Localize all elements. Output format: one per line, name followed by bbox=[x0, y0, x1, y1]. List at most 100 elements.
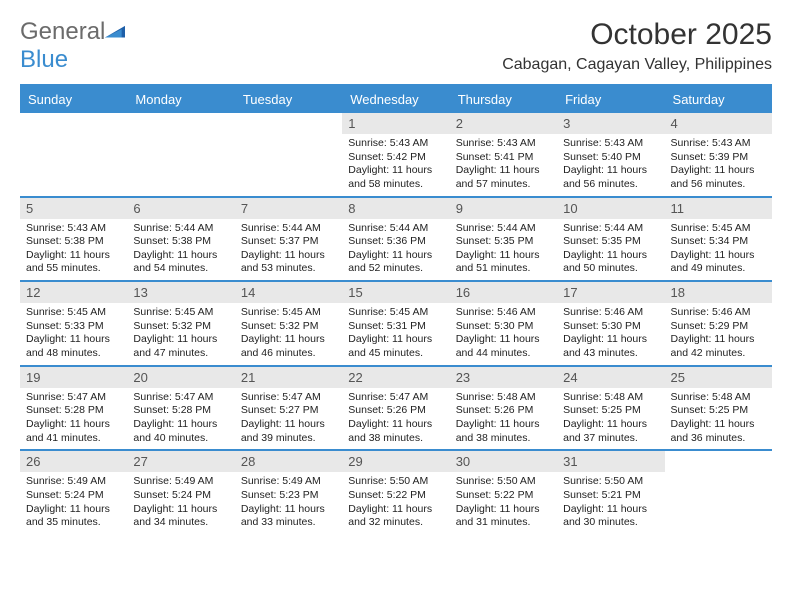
day-number: 29 bbox=[342, 451, 449, 472]
weeks-container: 1Sunrise: 5:43 AMSunset: 5:42 PMDaylight… bbox=[20, 113, 772, 534]
day-number: 9 bbox=[450, 198, 557, 219]
day-number: 26 bbox=[20, 451, 127, 472]
daylight-line: Daylight: 11 hours and 45 minutes. bbox=[348, 333, 443, 360]
day-body: Sunrise: 5:50 AMSunset: 5:21 PMDaylight:… bbox=[557, 472, 664, 534]
sunrise-line: Sunrise: 5:43 AM bbox=[563, 137, 658, 151]
sunrise-line: Sunrise: 5:50 AM bbox=[456, 475, 551, 489]
day-number: 24 bbox=[557, 367, 664, 388]
day-body: Sunrise: 5:46 AMSunset: 5:29 PMDaylight:… bbox=[665, 303, 772, 365]
day-body: Sunrise: 5:46 AMSunset: 5:30 PMDaylight:… bbox=[450, 303, 557, 365]
sunset-line: Sunset: 5:29 PM bbox=[671, 320, 766, 334]
day-cell: 23Sunrise: 5:48 AMSunset: 5:26 PMDayligh… bbox=[450, 367, 557, 450]
day-cell bbox=[20, 113, 127, 196]
sunrise-line: Sunrise: 5:50 AM bbox=[563, 475, 658, 489]
day-number: 23 bbox=[450, 367, 557, 388]
day-body: Sunrise: 5:44 AMSunset: 5:36 PMDaylight:… bbox=[342, 219, 449, 281]
sunrise-line: Sunrise: 5:46 AM bbox=[671, 306, 766, 320]
sunrise-line: Sunrise: 5:47 AM bbox=[26, 391, 121, 405]
sunrise-line: Sunrise: 5:43 AM bbox=[26, 222, 121, 236]
dow-cell: Friday bbox=[557, 86, 664, 113]
sunrise-line: Sunrise: 5:44 AM bbox=[456, 222, 551, 236]
daylight-line: Daylight: 11 hours and 57 minutes. bbox=[456, 164, 551, 191]
day-body: Sunrise: 5:43 AMSunset: 5:42 PMDaylight:… bbox=[342, 134, 449, 196]
day-body: Sunrise: 5:45 AMSunset: 5:33 PMDaylight:… bbox=[20, 303, 127, 365]
day-body: Sunrise: 5:44 AMSunset: 5:37 PMDaylight:… bbox=[235, 219, 342, 281]
sunset-line: Sunset: 5:32 PM bbox=[241, 320, 336, 334]
logo-text: General Blue bbox=[20, 18, 125, 74]
location-label: Cabagan, Cagayan Valley, Philippines bbox=[502, 56, 772, 74]
sunset-line: Sunset: 5:25 PM bbox=[671, 404, 766, 418]
sunrise-line: Sunrise: 5:48 AM bbox=[671, 391, 766, 405]
daylight-line: Daylight: 11 hours and 50 minutes. bbox=[563, 249, 658, 276]
sunrise-line: Sunrise: 5:44 AM bbox=[133, 222, 228, 236]
sunrise-line: Sunrise: 5:45 AM bbox=[26, 306, 121, 320]
sunrise-line: Sunrise: 5:44 AM bbox=[241, 222, 336, 236]
daylight-line: Daylight: 11 hours and 34 minutes. bbox=[133, 503, 228, 530]
sunrise-line: Sunrise: 5:44 AM bbox=[348, 222, 443, 236]
sunrise-line: Sunrise: 5:49 AM bbox=[133, 475, 228, 489]
daylight-line: Daylight: 11 hours and 36 minutes. bbox=[671, 418, 766, 445]
daylight-line: Daylight: 11 hours and 38 minutes. bbox=[348, 418, 443, 445]
day-cell: 26Sunrise: 5:49 AMSunset: 5:24 PMDayligh… bbox=[20, 451, 127, 534]
sunset-line: Sunset: 5:25 PM bbox=[563, 404, 658, 418]
day-number: 30 bbox=[450, 451, 557, 472]
day-cell: 14Sunrise: 5:45 AMSunset: 5:32 PMDayligh… bbox=[235, 282, 342, 365]
day-body: Sunrise: 5:45 AMSunset: 5:34 PMDaylight:… bbox=[665, 219, 772, 281]
sunrise-line: Sunrise: 5:46 AM bbox=[563, 306, 658, 320]
day-number: 7 bbox=[235, 198, 342, 219]
day-cell: 13Sunrise: 5:45 AMSunset: 5:32 PMDayligh… bbox=[127, 282, 234, 365]
month-title: October 2025 bbox=[502, 18, 772, 52]
day-cell: 28Sunrise: 5:49 AMSunset: 5:23 PMDayligh… bbox=[235, 451, 342, 534]
sunrise-line: Sunrise: 5:43 AM bbox=[671, 137, 766, 151]
daylight-line: Daylight: 11 hours and 43 minutes. bbox=[563, 333, 658, 360]
sunset-line: Sunset: 5:42 PM bbox=[348, 151, 443, 165]
week-row: 12Sunrise: 5:45 AMSunset: 5:33 PMDayligh… bbox=[20, 280, 772, 365]
day-cell: 25Sunrise: 5:48 AMSunset: 5:25 PMDayligh… bbox=[665, 367, 772, 450]
day-cell bbox=[235, 113, 342, 196]
daylight-line: Daylight: 11 hours and 52 minutes. bbox=[348, 249, 443, 276]
day-body: Sunrise: 5:48 AMSunset: 5:26 PMDaylight:… bbox=[450, 388, 557, 450]
day-number: 3 bbox=[557, 113, 664, 134]
logo: General Blue bbox=[20, 18, 125, 74]
day-cell: 21Sunrise: 5:47 AMSunset: 5:27 PMDayligh… bbox=[235, 367, 342, 450]
day-cell: 29Sunrise: 5:50 AMSunset: 5:22 PMDayligh… bbox=[342, 451, 449, 534]
day-body: Sunrise: 5:48 AMSunset: 5:25 PMDaylight:… bbox=[665, 388, 772, 450]
day-body: Sunrise: 5:43 AMSunset: 5:38 PMDaylight:… bbox=[20, 219, 127, 281]
daylight-line: Daylight: 11 hours and 39 minutes. bbox=[241, 418, 336, 445]
day-body: Sunrise: 5:47 AMSunset: 5:28 PMDaylight:… bbox=[127, 388, 234, 450]
day-cell bbox=[127, 113, 234, 196]
day-cell: 18Sunrise: 5:46 AMSunset: 5:29 PMDayligh… bbox=[665, 282, 772, 365]
day-number: 20 bbox=[127, 367, 234, 388]
day-number: 27 bbox=[127, 451, 234, 472]
sunset-line: Sunset: 5:38 PM bbox=[26, 235, 121, 249]
day-number: 1 bbox=[342, 113, 449, 134]
day-number: 6 bbox=[127, 198, 234, 219]
day-number: 10 bbox=[557, 198, 664, 219]
day-cell: 20Sunrise: 5:47 AMSunset: 5:28 PMDayligh… bbox=[127, 367, 234, 450]
logo-word2: Blue bbox=[20, 46, 68, 73]
daylight-line: Daylight: 11 hours and 54 minutes. bbox=[133, 249, 228, 276]
sunset-line: Sunset: 5:23 PM bbox=[241, 489, 336, 503]
calendar: SundayMondayTuesdayWednesdayThursdayFrid… bbox=[20, 84, 772, 534]
sunrise-line: Sunrise: 5:46 AM bbox=[456, 306, 551, 320]
dow-cell: Tuesday bbox=[235, 86, 342, 113]
daylight-line: Daylight: 11 hours and 35 minutes. bbox=[26, 503, 121, 530]
daylight-line: Daylight: 11 hours and 32 minutes. bbox=[348, 503, 443, 530]
day-number: 21 bbox=[235, 367, 342, 388]
day-cell: 4Sunrise: 5:43 AMSunset: 5:39 PMDaylight… bbox=[665, 113, 772, 196]
day-number: 28 bbox=[235, 451, 342, 472]
day-body: Sunrise: 5:49 AMSunset: 5:24 PMDaylight:… bbox=[20, 472, 127, 534]
day-number: 19 bbox=[20, 367, 127, 388]
day-number: 18 bbox=[665, 282, 772, 303]
day-number: 4 bbox=[665, 113, 772, 134]
header: General Blue October 2025 Cabagan, Cagay… bbox=[20, 18, 772, 74]
day-cell: 15Sunrise: 5:45 AMSunset: 5:31 PMDayligh… bbox=[342, 282, 449, 365]
day-cell: 3Sunrise: 5:43 AMSunset: 5:40 PMDaylight… bbox=[557, 113, 664, 196]
day-cell: 11Sunrise: 5:45 AMSunset: 5:34 PMDayligh… bbox=[665, 198, 772, 281]
day-body: Sunrise: 5:44 AMSunset: 5:35 PMDaylight:… bbox=[450, 219, 557, 281]
day-body: Sunrise: 5:49 AMSunset: 5:24 PMDaylight:… bbox=[127, 472, 234, 534]
sunset-line: Sunset: 5:30 PM bbox=[563, 320, 658, 334]
day-cell: 30Sunrise: 5:50 AMSunset: 5:22 PMDayligh… bbox=[450, 451, 557, 534]
day-number: 22 bbox=[342, 367, 449, 388]
day-body: Sunrise: 5:45 AMSunset: 5:32 PMDaylight:… bbox=[235, 303, 342, 365]
